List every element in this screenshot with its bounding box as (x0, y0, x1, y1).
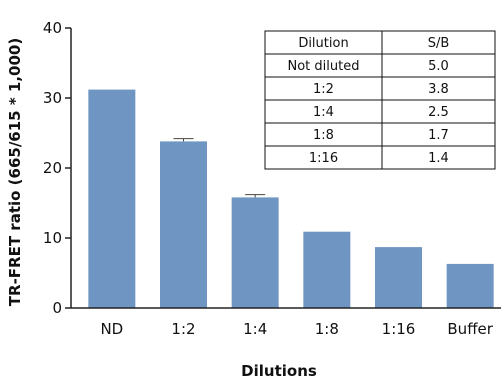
table-cell: 1:16 (309, 151, 338, 166)
bar-1-16 (375, 247, 422, 308)
y-tick-label: 30 (43, 89, 62, 107)
x-tick-label: 1:4 (243, 320, 267, 338)
table-cell: 2.5 (428, 105, 449, 120)
bar-nd (88, 89, 136, 308)
x-tick-label: 1:8 (315, 320, 339, 338)
bar-1-2 (160, 141, 207, 308)
x-tick-labels-group: ND 1:2 1:4 1:8 1:16 Buffer (100, 320, 493, 338)
y-tick-label: 0 (52, 299, 62, 317)
x-tick-label: Buffer (447, 320, 493, 338)
table-header-cell: S/B (428, 36, 450, 51)
x-tick-label: ND (100, 320, 123, 338)
table-cell: Not diluted (288, 59, 360, 74)
bar-buffer (446, 263, 494, 308)
bar-1-8 (303, 231, 351, 308)
bar-1-4 (231, 197, 279, 308)
x-tick-label: 1:16 (382, 320, 416, 338)
sb-table: Dilution S/B Not diluted 5.0 1:2 3.8 1:4 2.5 1:8… (264, 30, 496, 170)
error-bars-group (173, 138, 266, 198)
y-axis-title: TR-FRET ratio (665/615 * 1,000) (6, 38, 24, 306)
table-cell: 1:2 (313, 82, 334, 97)
bars-group (88, 89, 494, 308)
table-cell: 1:4 (313, 105, 334, 120)
y-tick-label: 40 (43, 19, 62, 37)
table-cell: 1.7 (428, 128, 449, 143)
table-cell: 1.4 (428, 151, 449, 166)
y-tick-label: 10 (43, 229, 62, 247)
y-tick-label: 20 (43, 159, 62, 177)
table-cell: 1:8 (313, 128, 334, 143)
y-ticks-group: 0 10 20 30 40 (43, 19, 71, 317)
table-header-cell: Dilution (298, 36, 348, 51)
table-cell: 3.8 (428, 82, 449, 97)
x-axis-title: Dilutions (241, 362, 317, 380)
x-tick-label: 1:2 (171, 320, 195, 338)
table-cell: 5.0 (428, 59, 449, 74)
